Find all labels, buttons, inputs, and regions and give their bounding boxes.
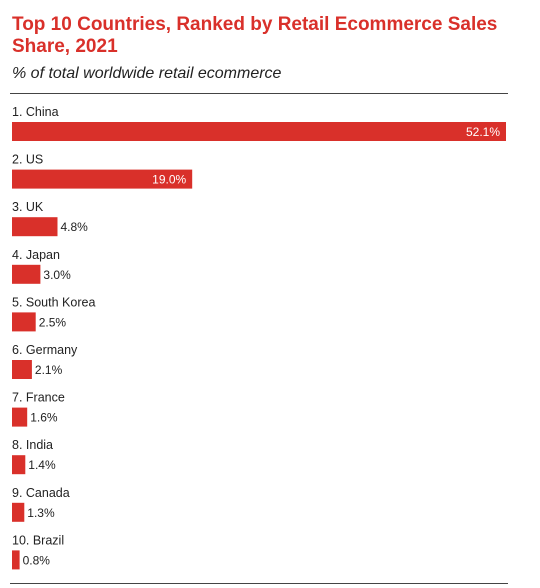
value-label: 2.5% <box>39 315 67 329</box>
value-label: 19.0% <box>152 173 186 187</box>
value-label: 52.1% <box>466 125 500 139</box>
value-label: 1.6% <box>30 411 58 425</box>
category-label: 1. China <box>12 105 59 119</box>
value-label: 2.1% <box>35 363 63 377</box>
bar <box>12 312 36 332</box>
bar <box>12 407 28 427</box>
chart-subtitle: % of total worldwide retail ecommerce <box>12 65 282 82</box>
bar <box>12 122 506 141</box>
value-label: 1.4% <box>28 458 56 472</box>
category-label: 5. South Korea <box>12 295 95 309</box>
category-label: 8. India <box>12 438 53 452</box>
bottom-divider <box>10 583 508 584</box>
value-label: 3.0% <box>43 268 71 282</box>
value-label: 1.3% <box>27 506 55 520</box>
bar <box>12 455 26 475</box>
bar <box>12 360 32 379</box>
category-label: 10. Brazil <box>12 533 64 547</box>
category-label: 3. UK <box>12 200 44 214</box>
bar <box>12 550 20 570</box>
category-label: 7. France <box>12 391 65 405</box>
bar <box>12 502 25 522</box>
category-label: 6. Germany <box>12 343 78 357</box>
chart-title: Top 10 Countries, Ranked by Retail Ecomm… <box>12 14 498 57</box>
bar <box>12 264 41 284</box>
value-label: 4.8% <box>61 220 89 234</box>
bar <box>12 169 193 189</box>
bar <box>12 217 58 237</box>
value-label: 0.8% <box>23 553 51 567</box>
category-label: 2. US <box>12 153 43 167</box>
category-label: 4. Japan <box>12 248 60 262</box>
top-divider <box>10 93 508 94</box>
category-label: 9. Canada <box>12 486 70 500</box>
